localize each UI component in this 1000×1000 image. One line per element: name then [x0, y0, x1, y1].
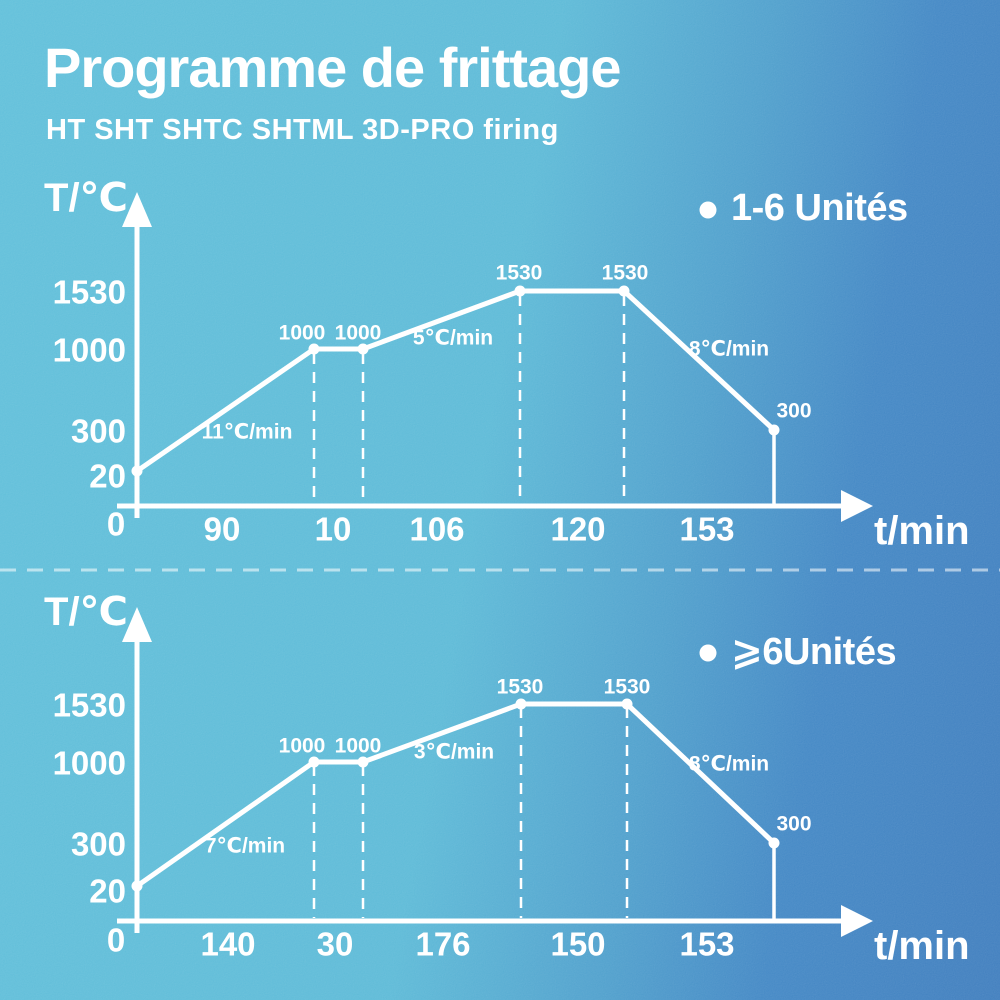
chart2-origin-label: 0	[106, 921, 126, 959]
chart1-point-label: 1530	[601, 261, 649, 285]
chart1-duration-label: 90	[203, 510, 241, 548]
chart2-duration-label: 150	[550, 925, 606, 963]
chart1-point-label: 1000	[278, 321, 326, 345]
chart2-temperature-axis-label: T/℃	[44, 590, 128, 634]
chart1-origin-label: 0	[106, 505, 126, 543]
chart2-duration-label: 30	[316, 925, 354, 963]
chart2-ytick-1530: 1530	[52, 686, 126, 724]
page-subtitle: HT SHT SHTC SHTML 3D-PRO firing	[46, 114, 559, 146]
chart1-duration-label: 106	[409, 510, 465, 548]
chart2-point-label: 300	[776, 812, 812, 836]
chart2-duration-label: 140	[200, 925, 256, 963]
chart1-duration-label: 10	[314, 510, 352, 548]
chart2-ytick-20: 20	[89, 872, 126, 910]
chart1-duration-label: 120	[550, 510, 606, 548]
chart2-ramp-rate-label: 3℃/min	[413, 740, 495, 764]
chart1-ramp-rate-label: 5℃/min	[412, 326, 494, 350]
page-title: Programme de frittage	[44, 36, 621, 99]
chart1-ytick-1530: 1530	[52, 273, 126, 311]
chart2-point-label: 1000	[278, 734, 326, 758]
chart2-point-label: 1530	[603, 675, 651, 699]
legend-bullet-icon	[699, 644, 717, 662]
chart1-ytick-1000: 1000	[52, 331, 126, 369]
chart2-point-label: 1530	[496, 675, 544, 699]
legend-bullet-icon	[699, 201, 717, 219]
chart2-time-axis-label: t/min	[874, 924, 970, 968]
chart2-point-label: 1000	[334, 734, 382, 758]
chart1-point-label: 300	[776, 399, 812, 423]
chart2-duration-label: 153	[679, 925, 735, 963]
chart1-ytick-300: 300	[70, 412, 126, 450]
chart1-legend-label: 1-6 Unités	[731, 187, 908, 229]
chart2-ytick-1000: 1000	[52, 744, 126, 782]
chart1-ramp-rate-label: 8℃/min	[688, 337, 770, 361]
chart2-ytick-300: 300	[70, 825, 126, 863]
chart1-temperature-axis-label: T/℃	[44, 176, 128, 220]
chart1-ramp-rate-label: 11℃/min	[201, 420, 293, 444]
chart2-duration-label: 176	[415, 925, 471, 963]
chart1-point-label: 1530	[495, 261, 543, 285]
chart1-ytick-20: 20	[89, 457, 126, 495]
chart1-time-axis-label: t/min	[874, 509, 970, 553]
chart1-point-label: 1000	[334, 321, 382, 345]
chart1-duration-label: 153	[679, 510, 735, 548]
chart2-ramp-rate-label: 8℃/min	[688, 752, 770, 776]
chart2-legend-label: ⩾6Unités	[731, 631, 897, 673]
chart2-ramp-rate-label: 7℃/min	[204, 834, 286, 858]
